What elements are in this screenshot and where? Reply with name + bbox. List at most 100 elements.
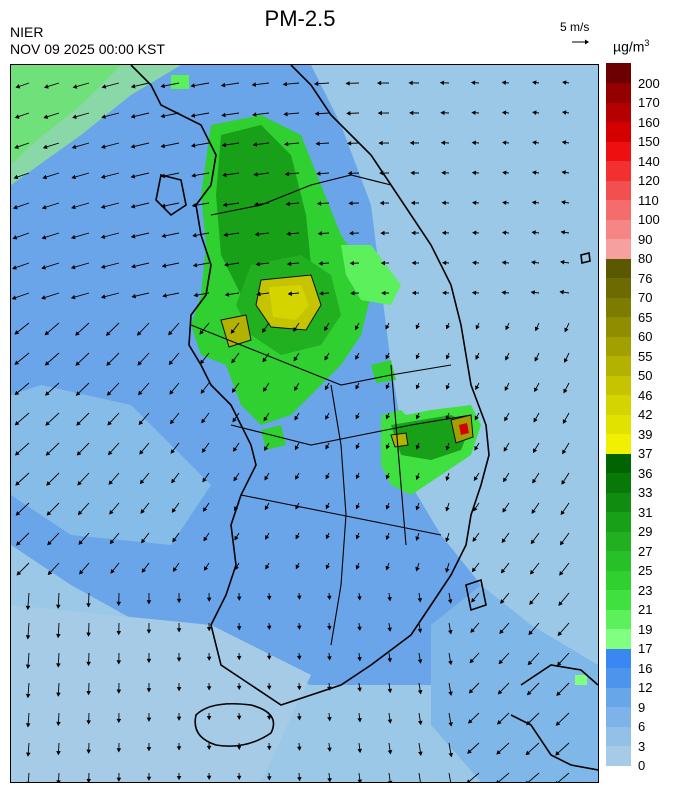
- wind-arrow-head: [496, 780, 499, 782]
- legend-tick-label: 19: [638, 621, 653, 637]
- pm25-map[interactable]: [10, 64, 599, 783]
- wind-arrow-head: [327, 778, 332, 782]
- wind-arrow-head: [295, 534, 300, 540]
- wind-arrow-head: [562, 80, 567, 85]
- wind-arrow-head: [534, 356, 539, 362]
- wind-arrow-head: [381, 290, 386, 296]
- wind-arrow-head: [473, 506, 478, 512]
- wind-arrow-head: [379, 200, 384, 206]
- wind-arrow-head: [100, 174, 106, 179]
- wind-arrow-head: [440, 110, 445, 116]
- legend-swatch: [606, 628, 631, 649]
- wind-arrow-head: [385, 535, 390, 541]
- wind-arrow-head: [532, 140, 537, 145]
- wind-arrow-head: [11, 295, 17, 300]
- wind-arrow-head: [415, 536, 420, 541]
- wind-arrow-head: [234, 565, 239, 571]
- wind-arrow-head: [77, 510, 83, 516]
- wind-arrow-head: [534, 326, 540, 332]
- wind-arrow-head: [559, 540, 565, 546]
- wind-arrow-head: [380, 260, 386, 266]
- wind-arrow-head: [294, 415, 299, 421]
- wind-arrow-head: [106, 391, 112, 396]
- legend-swatch: [606, 394, 631, 415]
- wind-arrow-head: [296, 625, 302, 630]
- wind-arrow-head: [160, 143, 166, 149]
- wind-arrow-head: [560, 510, 565, 516]
- wind-arrow-head: [505, 355, 510, 361]
- concentration-map-canvas: [11, 65, 598, 782]
- wind-arrow-head: [109, 539, 115, 545]
- wind-arrow-head: [325, 504, 330, 510]
- wind-arrow-head: [15, 481, 20, 486]
- legend-swatch: [606, 492, 631, 513]
- legend-swatch: [606, 102, 631, 123]
- wind-arrow-head: [72, 84, 78, 89]
- wind-arrow-head: [107, 420, 112, 426]
- wind-arrow-head: [161, 233, 166, 238]
- wind-arrow-head: [160, 113, 166, 119]
- wind-arrow-head: [160, 203, 166, 209]
- wind-arrow-head: [206, 656, 212, 661]
- wind-arrow-head: [236, 715, 242, 720]
- wind-arrow-head: [562, 419, 567, 424]
- wind-arrow-head: [562, 449, 567, 455]
- wind-arrow-head: [220, 82, 226, 88]
- wind-arrow-head: [200, 359, 205, 365]
- wind-arrow-head: [161, 263, 167, 268]
- wind-arrow-head: [561, 110, 567, 115]
- legend-swatch: [606, 219, 631, 240]
- wind-arrow-head: [222, 172, 227, 178]
- wind-arrow-head: [448, 660, 453, 666]
- wind-arrow-head: [325, 444, 330, 450]
- legend-swatch: [606, 238, 631, 259]
- wind-arrow-head: [350, 290, 355, 296]
- legend-tick-label: 100: [638, 212, 660, 227]
- wind-arrow-head: [295, 475, 300, 480]
- wind-arrow-head: [44, 361, 50, 366]
- wind-arrow-head: [503, 447, 508, 452]
- wind-arrow-head: [266, 715, 272, 721]
- legend-tick-label: 39: [638, 426, 653, 442]
- wind-arrow-head: [531, 200, 537, 205]
- wind-arrow-head: [387, 596, 392, 602]
- wind-arrow-head: [200, 389, 206, 394]
- wind-arrow-head: [176, 776, 182, 781]
- wind-arrow-head: [45, 451, 51, 456]
- wind-arrow-head: [236, 685, 242, 691]
- wind-arrow-head: [378, 140, 383, 146]
- wind-arrow-head: [100, 294, 106, 299]
- wind-arrow-head: [146, 776, 152, 781]
- wind-arrow-head: [445, 506, 450, 512]
- wind-arrow-head: [529, 600, 534, 605]
- wind-arrow-head: [168, 360, 174, 366]
- wind-arrow-head: [357, 718, 362, 723]
- wind-arrow-head: [266, 745, 272, 751]
- wind-arrow-head: [531, 230, 536, 235]
- wind-arrow-head: [418, 751, 423, 756]
- pm-field: [171, 75, 587, 685]
- wind-arrow-head: [387, 657, 393, 663]
- wind-arrow-head: [15, 511, 21, 516]
- wind-arrow-head: [441, 230, 447, 236]
- wind-arrow-head: [206, 775, 212, 780]
- wind-arrow-head: [532, 478, 537, 484]
- legend-swatch: [606, 531, 631, 552]
- legend-tick-label: 12: [638, 680, 653, 695]
- wind-arrow-head: [76, 421, 81, 426]
- wind-arrow: [448, 772, 452, 782]
- legend-swatch: [606, 121, 631, 142]
- wind-arrow-head: [354, 325, 360, 331]
- wind-arrow-head: [266, 595, 272, 601]
- wind-arrow-head: [445, 476, 450, 482]
- wind-arrow-head: [357, 656, 362, 662]
- wind-arrow-head: [296, 716, 302, 721]
- wind-arrow-head: [327, 625, 332, 631]
- wind-arrow-head: [445, 324, 451, 330]
- legend-swatch: [606, 570, 631, 591]
- legend-tick-label: 80: [638, 251, 653, 266]
- legend-tick-label: 42: [638, 407, 653, 422]
- wind-vector-field: [11, 80, 570, 782]
- legend-swatch: [606, 453, 631, 474]
- wind-arrow-head: [86, 603, 91, 608]
